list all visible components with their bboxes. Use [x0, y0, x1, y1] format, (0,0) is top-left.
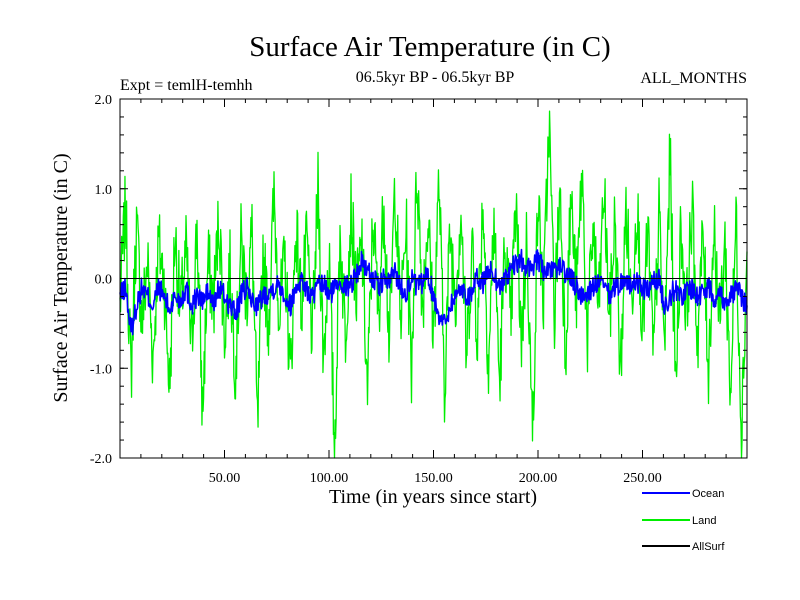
x-tick-label: 100.00 — [310, 471, 349, 486]
series-line-land — [119, 110, 748, 459]
x-tick-label: 200.00 — [519, 471, 558, 486]
chart-title: Surface Air Temperature (in C) — [249, 31, 610, 63]
experiment-label: Expt = temlH-temhh — [120, 77, 253, 94]
x-axis-label: Time (in years since start) — [329, 486, 537, 508]
x-tick-label: 50.00 — [209, 471, 241, 486]
y-axis-label: Surface Air Temperature (in C) — [50, 153, 72, 402]
legend: Ocean Land AllSurf — [642, 488, 725, 553]
x-tick-label: 150.00 — [414, 471, 453, 486]
series-line-ocean — [119, 248, 748, 336]
y-tick-label: -1.0 — [90, 362, 112, 377]
months-label: ALL_MONTHS — [640, 70, 747, 87]
y-tick-label: 0.0 — [95, 273, 113, 288]
period-label: 06.5kyr BP - 06.5kyr BP — [356, 69, 515, 86]
y-tick-label: -2.0 — [90, 452, 112, 467]
x-tick-label: 250.00 — [623, 471, 662, 486]
legend-label-ocean: Ocean — [692, 488, 724, 500]
legend-label-allsurf: AllSurf — [692, 541, 725, 553]
ticks-layer: 50.00 100.00 150.00 200.00 250.00 -2.0 -1.0 0.0… — [90, 93, 747, 486]
y-tick-label: 2.0 — [95, 93, 113, 108]
series-layer — [119, 110, 748, 459]
y-tick-label: 1.0 — [95, 183, 113, 198]
legend-label-land: Land — [692, 515, 716, 527]
